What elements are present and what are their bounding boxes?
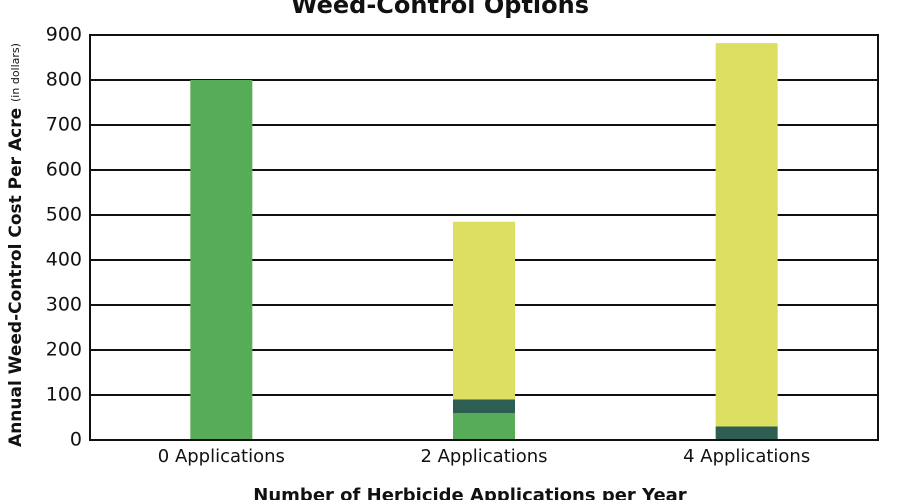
chart-title: Weed-Control Options: [291, 0, 589, 19]
y-tick-label: 0: [70, 429, 82, 451]
x-tick-label: 0 Applications: [158, 446, 285, 467]
y-tick-label: 200: [46, 339, 82, 361]
y-tick-label: 100: [46, 384, 82, 406]
y-tick-label: 400: [46, 249, 82, 271]
bar-segment: [453, 221, 515, 400]
x-axis-label: Number of Herbicide Applications per Yea…: [253, 485, 687, 500]
bar-segment: [190, 80, 253, 440]
y-axis-unit: (in dollars): [9, 43, 22, 102]
bar-segment: [453, 413, 515, 440]
bar-segment: [453, 399, 515, 413]
y-tick-label: 500: [46, 204, 82, 226]
y-tick-label: 900: [46, 24, 82, 46]
y-axis-label: Annual Weed-Control Cost Per Acre (in do…: [6, 43, 26, 447]
bar-segment: [715, 43, 778, 427]
y-axis-title: Annual Weed-Control Cost Per Acre: [6, 108, 26, 447]
y-tick-label: 300: [46, 294, 82, 316]
y-tick-label: 800: [46, 69, 82, 91]
x-tick-label: 2 Applications: [420, 446, 547, 467]
bar-segment: [715, 426, 778, 440]
y-tick-label: 600: [46, 159, 82, 181]
x-tick-label: 4 Applications: [683, 446, 810, 467]
y-tick-label: 700: [46, 114, 82, 136]
